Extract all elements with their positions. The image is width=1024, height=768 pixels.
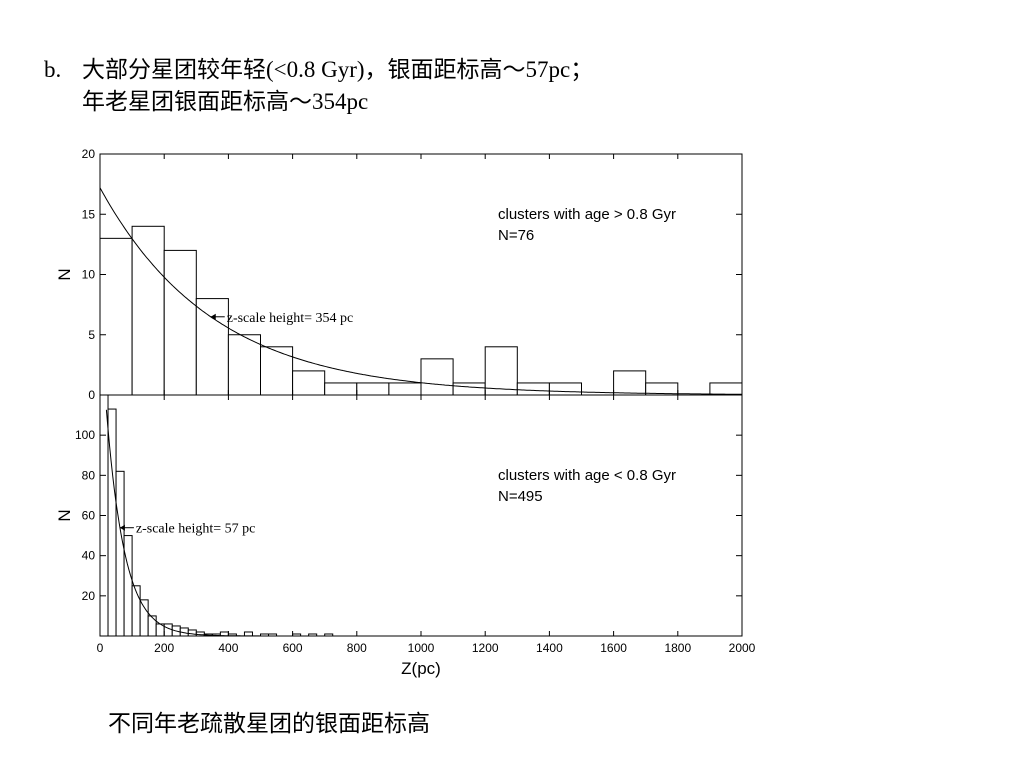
histogram-bar [131, 585, 141, 637]
x-tick-label: 1600 [600, 641, 627, 655]
histogram-bar [292, 370, 326, 396]
exponential-fit-curve [99, 187, 742, 395]
histogram-bar [139, 599, 149, 637]
x-tick-label: 2000 [729, 641, 756, 655]
y-axis-label: N [55, 509, 74, 521]
histogram-bar [163, 249, 197, 396]
histogram-bar [548, 382, 583, 396]
x-axis-label: Z(pc) [401, 659, 441, 678]
heading-line-1: 大部分星团较年轻(<0.8 Gyr)，银面距标高～57pc； [82, 57, 594, 82]
y-tick-label: 100 [75, 428, 95, 442]
histogram-bar [115, 470, 125, 637]
annotation-arrowhead [119, 524, 125, 531]
histogram-bar [420, 358, 454, 396]
y-tick-label: 20 [82, 147, 96, 161]
histogram-bar [516, 382, 550, 396]
y-tick-label: 0 [88, 388, 95, 402]
x-tick-label: 1800 [664, 641, 691, 655]
y-tick-label: 15 [82, 207, 96, 221]
histogram-bar [131, 225, 165, 396]
histogram-bar [195, 298, 229, 396]
exponential-fit-curve [105, 409, 742, 637]
x-tick-label: 0 [97, 641, 104, 655]
histogram-bar [324, 382, 358, 396]
histogram-bar [484, 346, 518, 396]
histogram-bar [227, 334, 261, 396]
histogram-bar [243, 631, 253, 637]
list-marker: b. [44, 57, 62, 82]
x-tick-label: 1400 [536, 641, 563, 655]
histogram-bar [613, 370, 647, 396]
y-axis-label: N [55, 268, 74, 280]
histogram-bar [147, 615, 157, 637]
histogram-bar [260, 346, 294, 396]
legend-series-text: clusters with age > 0.8 Gyr [498, 206, 676, 223]
x-tick-label: 1000 [408, 641, 435, 655]
histogram-bar [356, 382, 390, 396]
y-tick-label: 5 [88, 328, 95, 342]
histogram-bar [388, 382, 422, 396]
legend-count-text: N=76 [498, 227, 534, 244]
x-tick-label: 600 [283, 641, 303, 655]
histogram-bar [709, 382, 743, 396]
histogram-bar [123, 535, 133, 637]
histogram-bar [187, 629, 197, 637]
annotation-text: z-scale height= 354 pc [227, 311, 353, 326]
figure-caption: 不同年老疏散星团的银面距标高 [108, 711, 430, 736]
y-tick-label: 80 [82, 468, 96, 482]
y-tick-label: 40 [82, 549, 96, 563]
histogram-bar [452, 382, 486, 396]
y-tick-label: 60 [82, 509, 96, 523]
x-tick-label: 400 [218, 641, 238, 655]
x-tick-label: 1200 [472, 641, 499, 655]
legend-count-text: N=495 [498, 488, 543, 505]
plot-frame-bottom [99, 394, 743, 637]
y-tick-label: 10 [82, 268, 96, 282]
annotation-text: z-scale height= 57 pc [136, 522, 255, 537]
annotation-arrowhead [210, 313, 216, 320]
slide-heading: b. 大部分星团较年轻(<0.8 Gyr)，银面距标高～57pc； 年老星团银面距… [44, 54, 593, 118]
histogram-bar [163, 623, 173, 637]
heading-line-2: 年老星团银面距标高～354pc [82, 89, 369, 114]
x-tick-label: 800 [347, 641, 367, 655]
y-tick-label: 20 [82, 589, 96, 603]
x-tick-label: 200 [154, 641, 174, 655]
histogram-bar [99, 237, 133, 396]
legend-series-text: clusters with age < 0.8 Gyr [498, 467, 676, 484]
